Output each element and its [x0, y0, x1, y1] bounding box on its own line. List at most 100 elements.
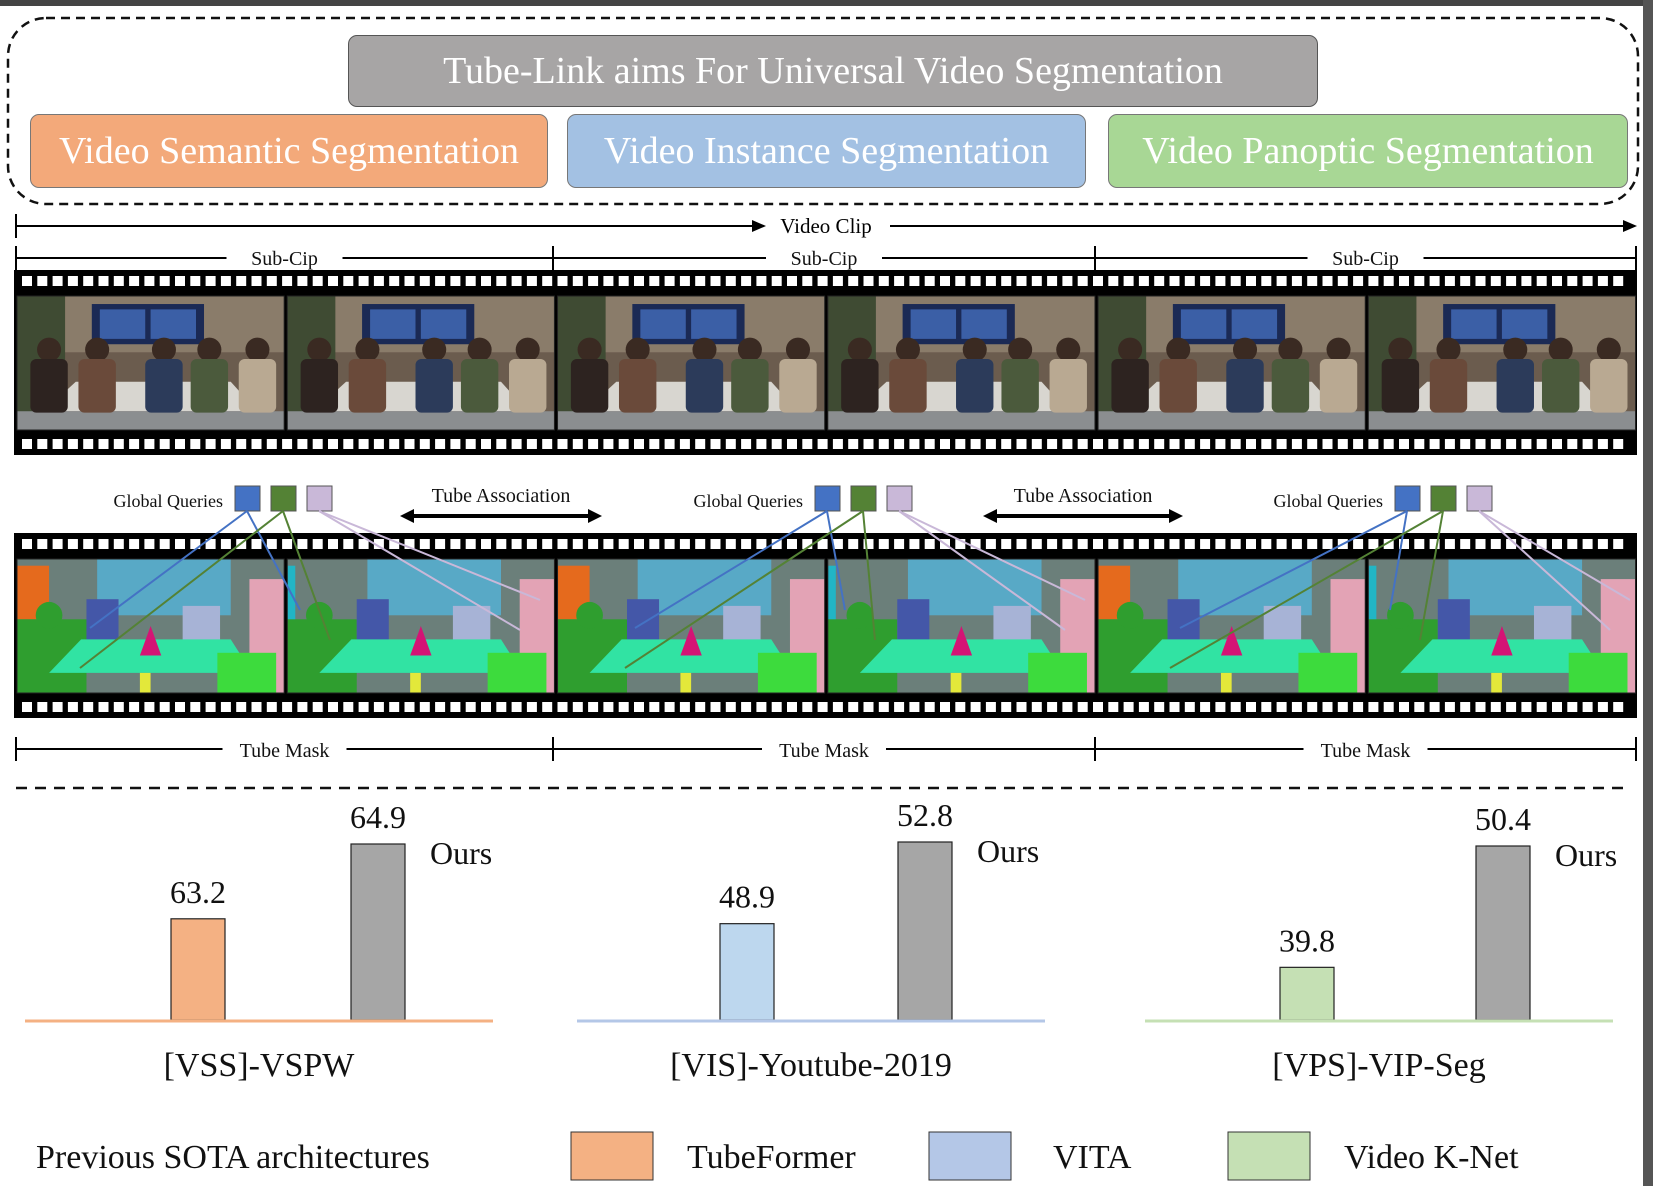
- sprocket-hole: [1307, 276, 1318, 286]
- sprocket-hole: [634, 439, 644, 449]
- mask-table-leg: [950, 672, 962, 693]
- sprocket-hole: [1291, 539, 1302, 549]
- sprocket-hole: [1383, 702, 1394, 712]
- sprocket-hole: [450, 702, 461, 712]
- sprocket-hole: [312, 439, 323, 449]
- sprocket-hole: [98, 439, 109, 449]
- sprocket-hole: [1552, 539, 1562, 549]
- sprocket-hole: [832, 539, 843, 549]
- query-box: [234, 485, 261, 512]
- frame-person-body: [1271, 358, 1310, 413]
- frame-person-body: [1111, 358, 1149, 413]
- frame-person-body: [238, 358, 277, 413]
- sprocket-hole: [67, 439, 78, 449]
- sprocket-hole: [863, 439, 874, 449]
- sprocket-hole: [1230, 439, 1241, 449]
- video-frame: [16, 295, 285, 431]
- frame-screen-panel: [961, 309, 1007, 339]
- sprocket-hole: [435, 276, 446, 286]
- sprocket-hole: [481, 276, 491, 286]
- sprocket-hole: [1001, 276, 1012, 286]
- sprocket-hole: [358, 439, 369, 449]
- sprocket-hole: [1138, 439, 1149, 449]
- sprocket-hole: [557, 539, 568, 549]
- sprocket-hole: [741, 539, 752, 549]
- sprocket-hole: [358, 702, 369, 712]
- sprocket-hole: [465, 276, 476, 286]
- sprocket-hole: [373, 539, 384, 549]
- sprocket-hole: [848, 439, 859, 449]
- sprocket-hole: [771, 439, 782, 449]
- sprocket-hole: [848, 276, 859, 286]
- sprocket-hole: [1368, 276, 1379, 286]
- sprocket-hole: [312, 276, 323, 286]
- query-link-line: [898, 510, 1086, 601]
- mask-person-green-head: [576, 601, 603, 629]
- frame-person-head: [1596, 337, 1621, 362]
- global-queries-label: Global Queries: [694, 491, 803, 511]
- sprocket-hole: [1567, 702, 1578, 712]
- frame-person-head: [151, 337, 176, 362]
- sprocket-hole: [802, 276, 813, 286]
- sprocket-hole: [1261, 539, 1272, 549]
- sprocket-hole: [1200, 539, 1211, 549]
- ours-label: Ours: [1555, 837, 1617, 873]
- mask-person-green-head: [846, 601, 874, 629]
- sprocket-hole: [496, 276, 507, 286]
- mask-table: [49, 639, 253, 673]
- sprocket-hole: [1353, 539, 1364, 549]
- sprocket-hole: [618, 276, 629, 286]
- frame-person-head: [1326, 337, 1351, 362]
- sprocket-hole: [1368, 702, 1379, 712]
- tube-mask-brackets: Tube Mask Tube Mask Tube Mask: [15, 737, 1637, 762]
- sprocket-hole: [679, 539, 690, 549]
- sprocket-hole: [894, 539, 905, 549]
- sprocket-hole: [970, 539, 981, 549]
- sprocket-hole: [1154, 702, 1165, 712]
- sprocket-hole: [1506, 702, 1517, 712]
- sprocket-hole: [1093, 276, 1103, 286]
- sprocket-hole: [909, 276, 920, 286]
- sprocket-hole: [1138, 702, 1149, 712]
- sprocket-hole: [1077, 439, 1088, 449]
- sprocket-hole: [343, 539, 354, 549]
- sprocket-hole: [251, 702, 262, 712]
- frame-floor: [557, 411, 825, 430]
- sprocket-hole: [52, 702, 63, 712]
- frame-screen-panel: [640, 309, 686, 339]
- sprocket-hole: [389, 539, 400, 549]
- sprocket-hole: [1261, 276, 1272, 286]
- frame-screen-panel: [691, 309, 737, 339]
- video-frame: [1097, 295, 1366, 431]
- frame-person-head: [1548, 337, 1573, 362]
- sprocket-hole: [220, 702, 231, 712]
- frame-person-body: [78, 358, 116, 413]
- bar-ours: [350, 843, 406, 1021]
- tube-association-arrowhead: [983, 509, 997, 523]
- frame-floor: [17, 411, 285, 430]
- bar-value-label: 64.9: [350, 799, 406, 835]
- sprocket-hole: [1613, 439, 1624, 449]
- frame-person-body: [618, 358, 657, 413]
- sprocket-hole: [419, 276, 430, 286]
- sprocket-hole: [725, 439, 736, 449]
- sprocket-hole: [664, 539, 675, 549]
- sprocket-hole: [98, 276, 109, 286]
- sprocket-hole: [266, 539, 277, 549]
- frame-person-body: [460, 358, 499, 413]
- sprocket-hole: [787, 702, 797, 712]
- sprocket-hole: [679, 439, 690, 449]
- sprocket-hole: [358, 539, 369, 549]
- sub-clip-label: Sub-Cip: [251, 248, 318, 270]
- video-clip-arrow: Video Clip: [15, 214, 1637, 238]
- sprocket-hole: [1444, 439, 1455, 449]
- sprocket-hole: [113, 439, 124, 449]
- sprocket-hole: [481, 539, 491, 549]
- sprocket-hole: [1322, 702, 1333, 712]
- sprocket-hole: [572, 276, 583, 286]
- sprocket-hole: [404, 539, 415, 549]
- sprocket-hole: [22, 702, 32, 712]
- sprocket-hole: [1444, 702, 1455, 712]
- frame-person-head: [625, 337, 650, 362]
- sprocket-hole: [649, 539, 660, 549]
